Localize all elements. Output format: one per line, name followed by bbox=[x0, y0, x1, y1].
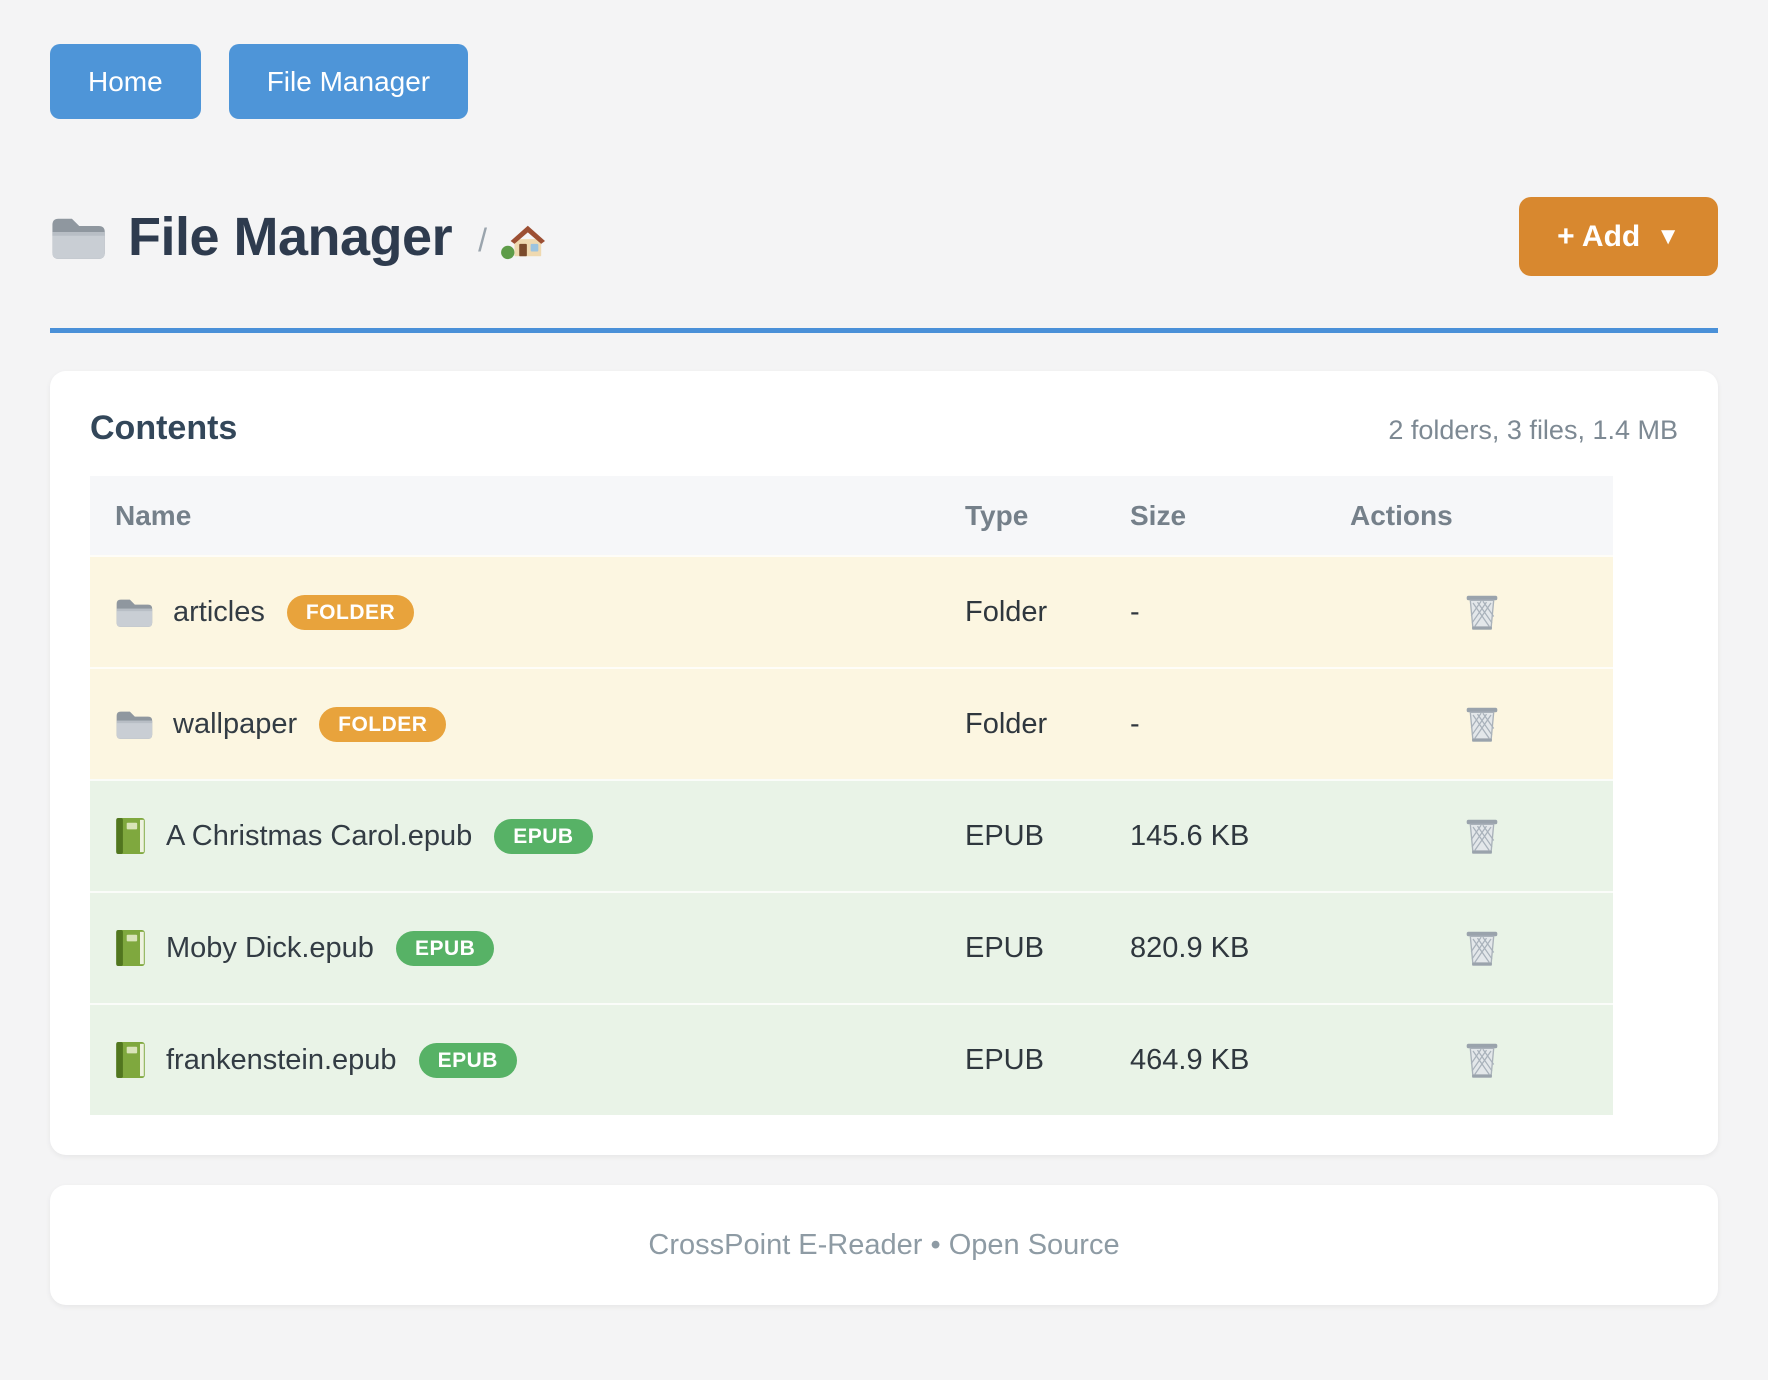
title-divider bbox=[50, 328, 1718, 333]
delete-button[interactable] bbox=[1460, 588, 1504, 636]
actions-cell bbox=[1350, 812, 1613, 860]
actions-cell bbox=[1350, 588, 1613, 636]
type-cell: Folder bbox=[965, 707, 1048, 740]
name-cell: Moby Dick.epub EPUB bbox=[90, 929, 965, 967]
trash-icon bbox=[1465, 819, 1498, 855]
item-name[interactable]: articles bbox=[173, 595, 265, 628]
epub-badge: EPUB bbox=[395, 930, 495, 966]
size-cell: - bbox=[1130, 707, 1140, 740]
book-icon bbox=[116, 929, 145, 967]
trash-icon bbox=[1465, 931, 1498, 967]
column-header-size: Size bbox=[1130, 499, 1187, 531]
item-name[interactable]: frankenstein.epub bbox=[166, 1043, 397, 1076]
delete-button[interactable] bbox=[1460, 1036, 1504, 1084]
chevron-down-icon: ▼ bbox=[1656, 222, 1680, 250]
table-row[interactable]: articles FOLDER Folder - bbox=[90, 555, 1613, 667]
size-cell: 145.6 KB bbox=[1130, 819, 1250, 852]
folder-icon bbox=[116, 711, 153, 739]
footer-text: CrossPoint E-Reader • Open Source bbox=[648, 1228, 1120, 1261]
actions-cell bbox=[1350, 700, 1613, 748]
folder-icon bbox=[116, 599, 153, 627]
table-row[interactable]: A Christmas Carol.epub EPUB EPUB 145.6 K… bbox=[90, 779, 1613, 891]
epub-badge: EPUB bbox=[494, 818, 593, 854]
nav-file-manager-button[interactable]: File Manager bbox=[228, 44, 469, 119]
breadcrumb-separator: / bbox=[478, 222, 487, 258]
folder-badge: FOLDER bbox=[319, 706, 447, 742]
folder-badge: FOLDER bbox=[286, 594, 415, 630]
column-header-actions: Actions bbox=[1350, 499, 1453, 531]
table-row[interactable]: frankenstein.epub EPUB EPUB 464.9 KB bbox=[90, 1003, 1613, 1115]
name-cell: A Christmas Carol.epub EPUB bbox=[90, 817, 965, 855]
name-cell: articles FOLDER bbox=[90, 594, 965, 630]
type-cell: EPUB bbox=[965, 1043, 1044, 1076]
table-header-row: Name Type Size Actions bbox=[90, 476, 1613, 555]
item-name[interactable]: wallpaper bbox=[173, 707, 298, 740]
type-cell: Folder bbox=[965, 595, 1048, 628]
size-cell: - bbox=[1130, 595, 1140, 628]
epub-badge: EPUB bbox=[418, 1042, 517, 1078]
add-button-label: + Add bbox=[1557, 219, 1641, 253]
contents-title: Contents bbox=[90, 409, 238, 447]
column-header-type: Type bbox=[965, 499, 1029, 531]
page-title: File Manager bbox=[128, 206, 453, 267]
delete-button[interactable] bbox=[1460, 812, 1504, 860]
size-cell: 464.9 KB bbox=[1130, 1043, 1250, 1076]
trash-icon bbox=[1465, 707, 1498, 743]
contents-card-header: Contents 2 folders, 3 files, 1.4 MB bbox=[90, 409, 1678, 448]
top-navigation: Home File Manager bbox=[0, 0, 1768, 119]
contents-card: Contents 2 folders, 3 files, 1.4 MB Name… bbox=[50, 371, 1718, 1155]
column-header-name: Name bbox=[115, 499, 192, 531]
table-row[interactable]: Moby Dick.epub EPUB EPUB 820.9 KB bbox=[90, 891, 1613, 1003]
add-button[interactable]: + Add ▼ bbox=[1519, 197, 1718, 276]
trash-icon bbox=[1465, 1043, 1498, 1079]
nav-home-button[interactable]: Home bbox=[50, 44, 201, 119]
delete-button[interactable] bbox=[1460, 700, 1504, 748]
item-name[interactable]: A Christmas Carol.epub bbox=[166, 819, 473, 852]
contents-summary: 2 folders, 3 files, 1.4 MB bbox=[1388, 415, 1678, 445]
book-icon bbox=[116, 817, 145, 855]
name-cell: frankenstein.epub EPUB bbox=[90, 1041, 965, 1079]
actions-cell bbox=[1350, 1036, 1613, 1084]
type-cell: EPUB bbox=[965, 819, 1044, 852]
table-row[interactable]: wallpaper FOLDER Folder - bbox=[90, 667, 1613, 779]
name-cell: wallpaper FOLDER bbox=[90, 706, 965, 742]
folder-icon bbox=[52, 218, 105, 259]
file-table: Name Type Size Actions articles FOLDER F… bbox=[90, 476, 1613, 1115]
home-icon[interactable] bbox=[501, 220, 547, 262]
item-name[interactable]: Moby Dick.epub bbox=[166, 931, 374, 964]
footer: CrossPoint E-Reader • Open Source bbox=[50, 1185, 1718, 1305]
book-icon bbox=[116, 1041, 145, 1079]
actions-cell bbox=[1350, 924, 1613, 972]
size-cell: 820.9 KB bbox=[1130, 931, 1250, 964]
page-header: File Manager / + Add ▼ bbox=[50, 197, 1718, 276]
delete-button[interactable] bbox=[1460, 924, 1504, 972]
type-cell: EPUB bbox=[965, 931, 1044, 964]
trash-icon bbox=[1465, 595, 1498, 631]
